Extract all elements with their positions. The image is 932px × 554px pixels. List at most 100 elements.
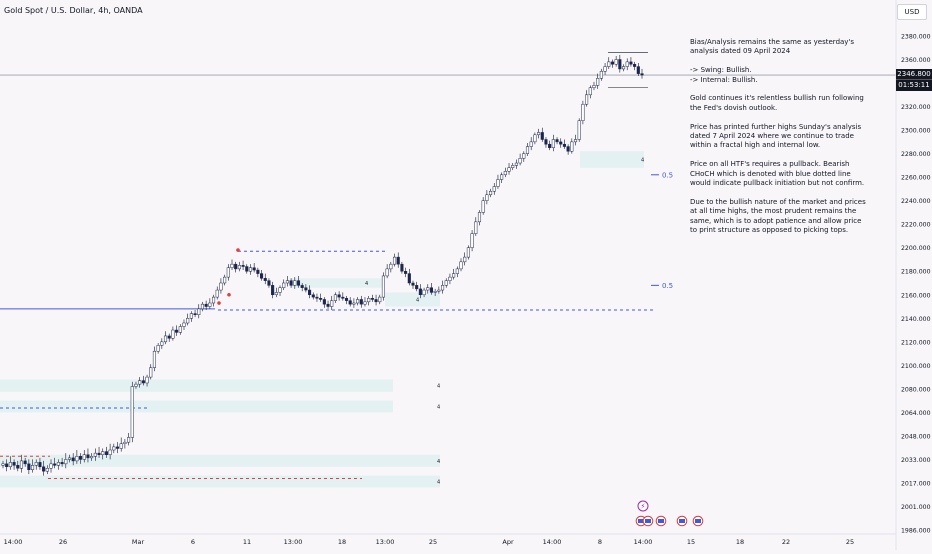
candle-body bbox=[415, 285, 419, 290]
candle-body bbox=[134, 383, 138, 387]
candle-body bbox=[566, 146, 570, 152]
candle-body bbox=[104, 451, 108, 455]
candle-body bbox=[171, 329, 175, 339]
candle-body bbox=[585, 94, 589, 105]
candle-body bbox=[470, 233, 474, 248]
candle-body bbox=[392, 256, 397, 265]
candle-body bbox=[492, 186, 496, 192]
candle-body bbox=[27, 463, 31, 470]
candle-body bbox=[12, 462, 16, 466]
x-tick-label: 25 bbox=[846, 538, 854, 546]
candle-body bbox=[138, 380, 142, 385]
candle-body bbox=[544, 139, 548, 145]
candle-body bbox=[271, 285, 275, 296]
candle-body bbox=[38, 462, 42, 468]
y-tick-label: 1986.000 bbox=[901, 528, 931, 535]
candle-body bbox=[267, 280, 271, 286]
symbol-title: Gold Spot / U.S. Dollar, 4h, OANDA bbox=[4, 6, 143, 15]
zone-label: 4 bbox=[437, 405, 440, 411]
candle-body bbox=[352, 302, 356, 305]
candle-body bbox=[489, 191, 493, 196]
candle-body bbox=[141, 380, 145, 384]
x-tick-label: 18 bbox=[736, 538, 744, 546]
demand-zone bbox=[290, 278, 385, 288]
y-tick-label: 2260.000 bbox=[901, 175, 931, 182]
candle-body bbox=[389, 263, 393, 270]
candle-body bbox=[300, 285, 304, 288]
y-tick-label: 2300.000 bbox=[901, 128, 931, 135]
candle-body bbox=[204, 303, 208, 307]
currency-button[interactable]: USD bbox=[897, 4, 927, 20]
candle-body bbox=[599, 71, 603, 79]
candle-body bbox=[115, 446, 120, 449]
candle-body bbox=[640, 73, 644, 76]
fib-label: 0.5 bbox=[662, 282, 673, 290]
candle-body bbox=[245, 266, 249, 272]
candle-body bbox=[119, 443, 123, 449]
candle-body bbox=[485, 194, 489, 201]
candle-body bbox=[474, 221, 478, 234]
zone-label: 4 bbox=[416, 297, 419, 303]
candle-body bbox=[219, 282, 223, 291]
zone-label: 4 bbox=[437, 479, 440, 485]
candle-body bbox=[603, 66, 607, 72]
candle-body bbox=[548, 143, 552, 148]
note-paragraph: Price on all HTF's requires a pullback. … bbox=[690, 160, 865, 188]
us-flag-detail bbox=[645, 519, 651, 523]
candle-body bbox=[337, 294, 341, 298]
candle-body bbox=[252, 267, 256, 271]
candle-body bbox=[112, 446, 116, 451]
candle-body bbox=[551, 139, 555, 148]
candle-body bbox=[370, 298, 374, 300]
candle-body bbox=[241, 265, 245, 267]
x-tick-label: Apr bbox=[502, 538, 514, 546]
candle-body bbox=[282, 282, 286, 288]
x-tick-label: 11 bbox=[243, 538, 251, 546]
candle-body bbox=[197, 308, 201, 316]
candle-body bbox=[175, 329, 179, 333]
candle-body bbox=[385, 268, 389, 277]
candle-body bbox=[226, 267, 230, 278]
lightning-icon[interactable] bbox=[637, 500, 649, 512]
candle-body bbox=[348, 300, 352, 305]
candle-body bbox=[503, 171, 507, 176]
candle-body bbox=[101, 451, 105, 455]
candle-body bbox=[344, 298, 349, 301]
x-tick-label: 8 bbox=[598, 538, 602, 546]
x-tick-label: 18 bbox=[338, 538, 346, 546]
candle-body bbox=[341, 296, 345, 299]
candle-body bbox=[418, 288, 422, 296]
candle-body bbox=[440, 285, 445, 291]
candle-body bbox=[437, 289, 441, 292]
candle-body bbox=[256, 269, 260, 274]
candle-body bbox=[71, 457, 75, 462]
candle-body bbox=[311, 294, 315, 298]
us-flag-detail bbox=[679, 519, 685, 523]
candle-body bbox=[525, 146, 530, 154]
candle-body bbox=[496, 179, 500, 187]
candle-body bbox=[322, 299, 326, 305]
candle-body bbox=[429, 287, 434, 293]
us-flag-detail bbox=[695, 519, 701, 523]
last-price-label: 2346.800 01:53:11 bbox=[896, 69, 932, 91]
y-tick-label: 2048.000 bbox=[901, 433, 931, 440]
candle-body bbox=[167, 335, 171, 339]
candle-body bbox=[189, 313, 193, 319]
note-paragraph: Gold continues it's relentless bullish r… bbox=[690, 94, 864, 112]
x-tick-label: 14:00 bbox=[634, 538, 653, 546]
candle-body bbox=[433, 290, 437, 293]
candle-body bbox=[466, 247, 470, 258]
note-paragraph: Due to the bullish nature of the market … bbox=[690, 197, 866, 235]
swing-high-marker bbox=[227, 292, 231, 297]
candle-body bbox=[559, 141, 563, 145]
y-tick-label: 2200.000 bbox=[901, 245, 931, 252]
candle-body bbox=[67, 457, 72, 460]
y-tick-label: 2160.000 bbox=[901, 292, 931, 299]
zone-label: 4 bbox=[641, 158, 644, 164]
candle-body bbox=[378, 296, 382, 303]
zone-label: 4 bbox=[365, 281, 368, 287]
candle-body bbox=[422, 289, 426, 296]
candle-body bbox=[274, 292, 278, 296]
